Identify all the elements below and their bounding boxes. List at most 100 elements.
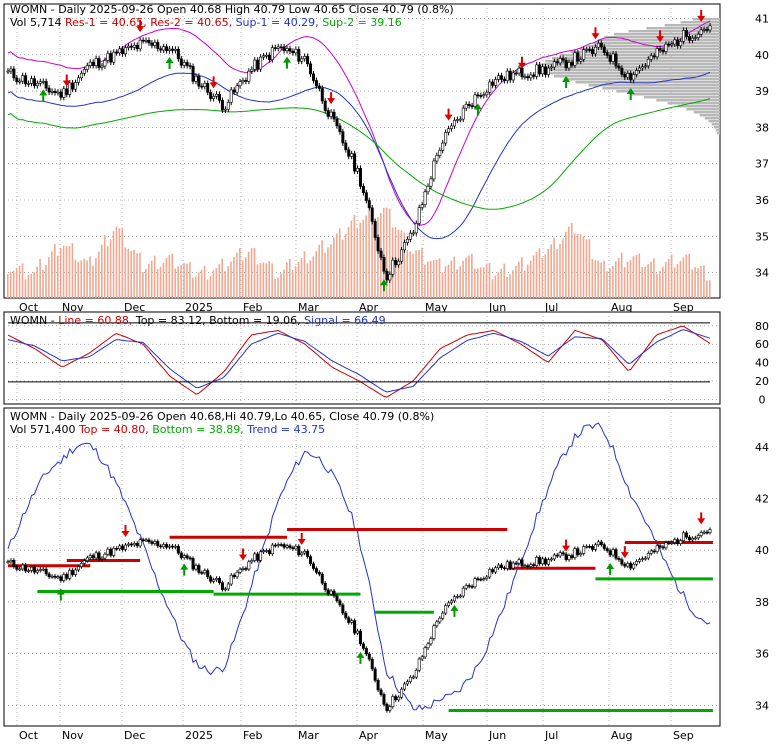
trend-candle — [461, 587, 465, 597]
price-candle — [567, 62, 571, 69]
price-candle — [452, 119, 456, 127]
price-candle — [276, 46, 280, 49]
trend-x-tick-label: Apr — [359, 729, 379, 742]
trend-candle — [264, 550, 268, 552]
volume-bar — [623, 266, 626, 298]
trend-candle — [209, 576, 213, 582]
volume-bar — [353, 214, 356, 298]
volume-bar — [192, 277, 194, 298]
trend-candle — [523, 565, 527, 567]
trend-candle — [82, 560, 86, 564]
price-candle — [476, 94, 480, 97]
volume-bar — [80, 260, 83, 298]
oscillator-grid — [4, 312, 720, 404]
price-candle — [165, 46, 169, 51]
trend-panel-legend: Vol 571,400 Top = 40.80, Bottom = 38.89,… — [10, 423, 325, 436]
trend-candle — [6, 561, 10, 564]
trend-candle — [220, 582, 224, 590]
volume-bar — [209, 275, 212, 298]
price-candle — [549, 66, 553, 69]
price-candle — [194, 75, 198, 82]
price-candle — [702, 29, 706, 31]
volume-bar — [256, 264, 259, 298]
price-candle — [499, 75, 503, 80]
volume-bar — [374, 220, 376, 298]
volume-bar — [559, 244, 561, 298]
volume-bar — [303, 251, 306, 298]
price-candle — [259, 56, 263, 70]
price-candle — [576, 52, 580, 62]
price-candle — [646, 58, 650, 67]
volume-bar — [685, 254, 688, 298]
price-candle — [297, 48, 301, 62]
price-x-tick-label: May — [425, 301, 448, 314]
volume-bar — [568, 226, 570, 298]
volume-bar — [147, 263, 150, 298]
volume-bar — [312, 256, 315, 298]
volume-bar — [153, 255, 156, 298]
price-candle — [664, 43, 668, 52]
volume-bar — [371, 208, 373, 298]
volume-bar — [124, 247, 127, 298]
price-candle — [100, 65, 104, 68]
price-candle — [685, 30, 689, 37]
volume-bar — [670, 254, 673, 298]
trend-candle — [76, 566, 80, 571]
volume-bar — [24, 279, 27, 298]
price-candle — [159, 48, 163, 51]
price-candle — [620, 67, 624, 75]
volume-bar — [659, 270, 661, 298]
volume-bar — [706, 280, 708, 298]
price-candle — [215, 94, 219, 97]
trend-candle — [129, 543, 133, 546]
volume-bar — [189, 262, 191, 298]
trend-candle — [652, 550, 656, 553]
price-candle — [667, 43, 671, 46]
volume-bar — [453, 256, 456, 298]
volume-bar — [356, 228, 359, 298]
trend-candle — [9, 560, 13, 563]
trend-candle — [179, 552, 183, 558]
price-candle — [129, 45, 133, 48]
volume-bar — [27, 275, 30, 298]
trend-candle — [168, 545, 172, 548]
oscillator-y-axis: 0 20 40 60 80 — [755, 320, 769, 407]
price-legend-part-3: Sup-1 = 40.29, — [236, 16, 323, 29]
price-candle — [106, 53, 110, 61]
trend-candle — [420, 656, 424, 660]
price-candle — [138, 39, 142, 50]
price-y-tick-label: 35 — [755, 230, 769, 243]
trend-candle — [670, 542, 674, 544]
trend-candle — [306, 551, 310, 557]
volume-bar — [365, 215, 367, 298]
volume-bar — [162, 262, 165, 298]
trend-y-tick-label: 34 — [755, 699, 769, 712]
sell-arrow — [518, 56, 527, 69]
trend-candle — [188, 557, 192, 560]
trend-candle — [79, 563, 83, 567]
price-candle — [400, 249, 404, 262]
volume-bar — [500, 268, 503, 298]
price-candle — [29, 78, 33, 84]
trend-candle — [326, 589, 330, 595]
price-x-tick-label: Aug — [611, 301, 632, 314]
price-candle — [118, 48, 122, 54]
price-candle — [693, 37, 697, 39]
trend-y-axis: 34 36 38 40 42 44 — [755, 441, 769, 713]
trend-candle — [520, 559, 524, 567]
volume-bar — [400, 230, 403, 298]
volume-bar — [474, 268, 476, 298]
volume-bar — [579, 234, 582, 298]
price-candle — [485, 92, 489, 96]
price-candle — [411, 232, 415, 235]
trend-candle — [173, 545, 177, 548]
profile-bar — [616, 90, 720, 93]
price-candle — [121, 48, 125, 55]
price-candle — [649, 55, 653, 60]
price-candle — [552, 61, 556, 68]
volume-bar — [65, 246, 68, 298]
volume-bar — [142, 272, 144, 298]
volume-bar — [341, 239, 344, 298]
volume-bar — [100, 244, 103, 298]
